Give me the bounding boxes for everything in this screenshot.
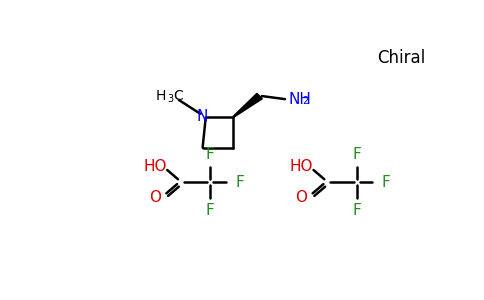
Text: 3: 3 <box>167 94 173 104</box>
Text: F: F <box>381 175 390 190</box>
Text: 2: 2 <box>302 96 309 106</box>
Text: F: F <box>206 147 215 162</box>
Text: F: F <box>352 147 361 162</box>
Text: HO: HO <box>143 159 166 174</box>
Text: HO: HO <box>289 159 313 174</box>
Text: F: F <box>352 202 361 217</box>
Text: O: O <box>149 190 161 205</box>
Text: N: N <box>197 109 208 124</box>
Text: F: F <box>206 202 215 217</box>
Text: C: C <box>173 89 183 103</box>
Text: O: O <box>295 190 307 205</box>
Text: H: H <box>155 89 166 103</box>
Polygon shape <box>233 93 262 117</box>
Text: NH: NH <box>289 92 312 106</box>
Text: F: F <box>235 175 244 190</box>
Text: Chiral: Chiral <box>378 49 425 67</box>
